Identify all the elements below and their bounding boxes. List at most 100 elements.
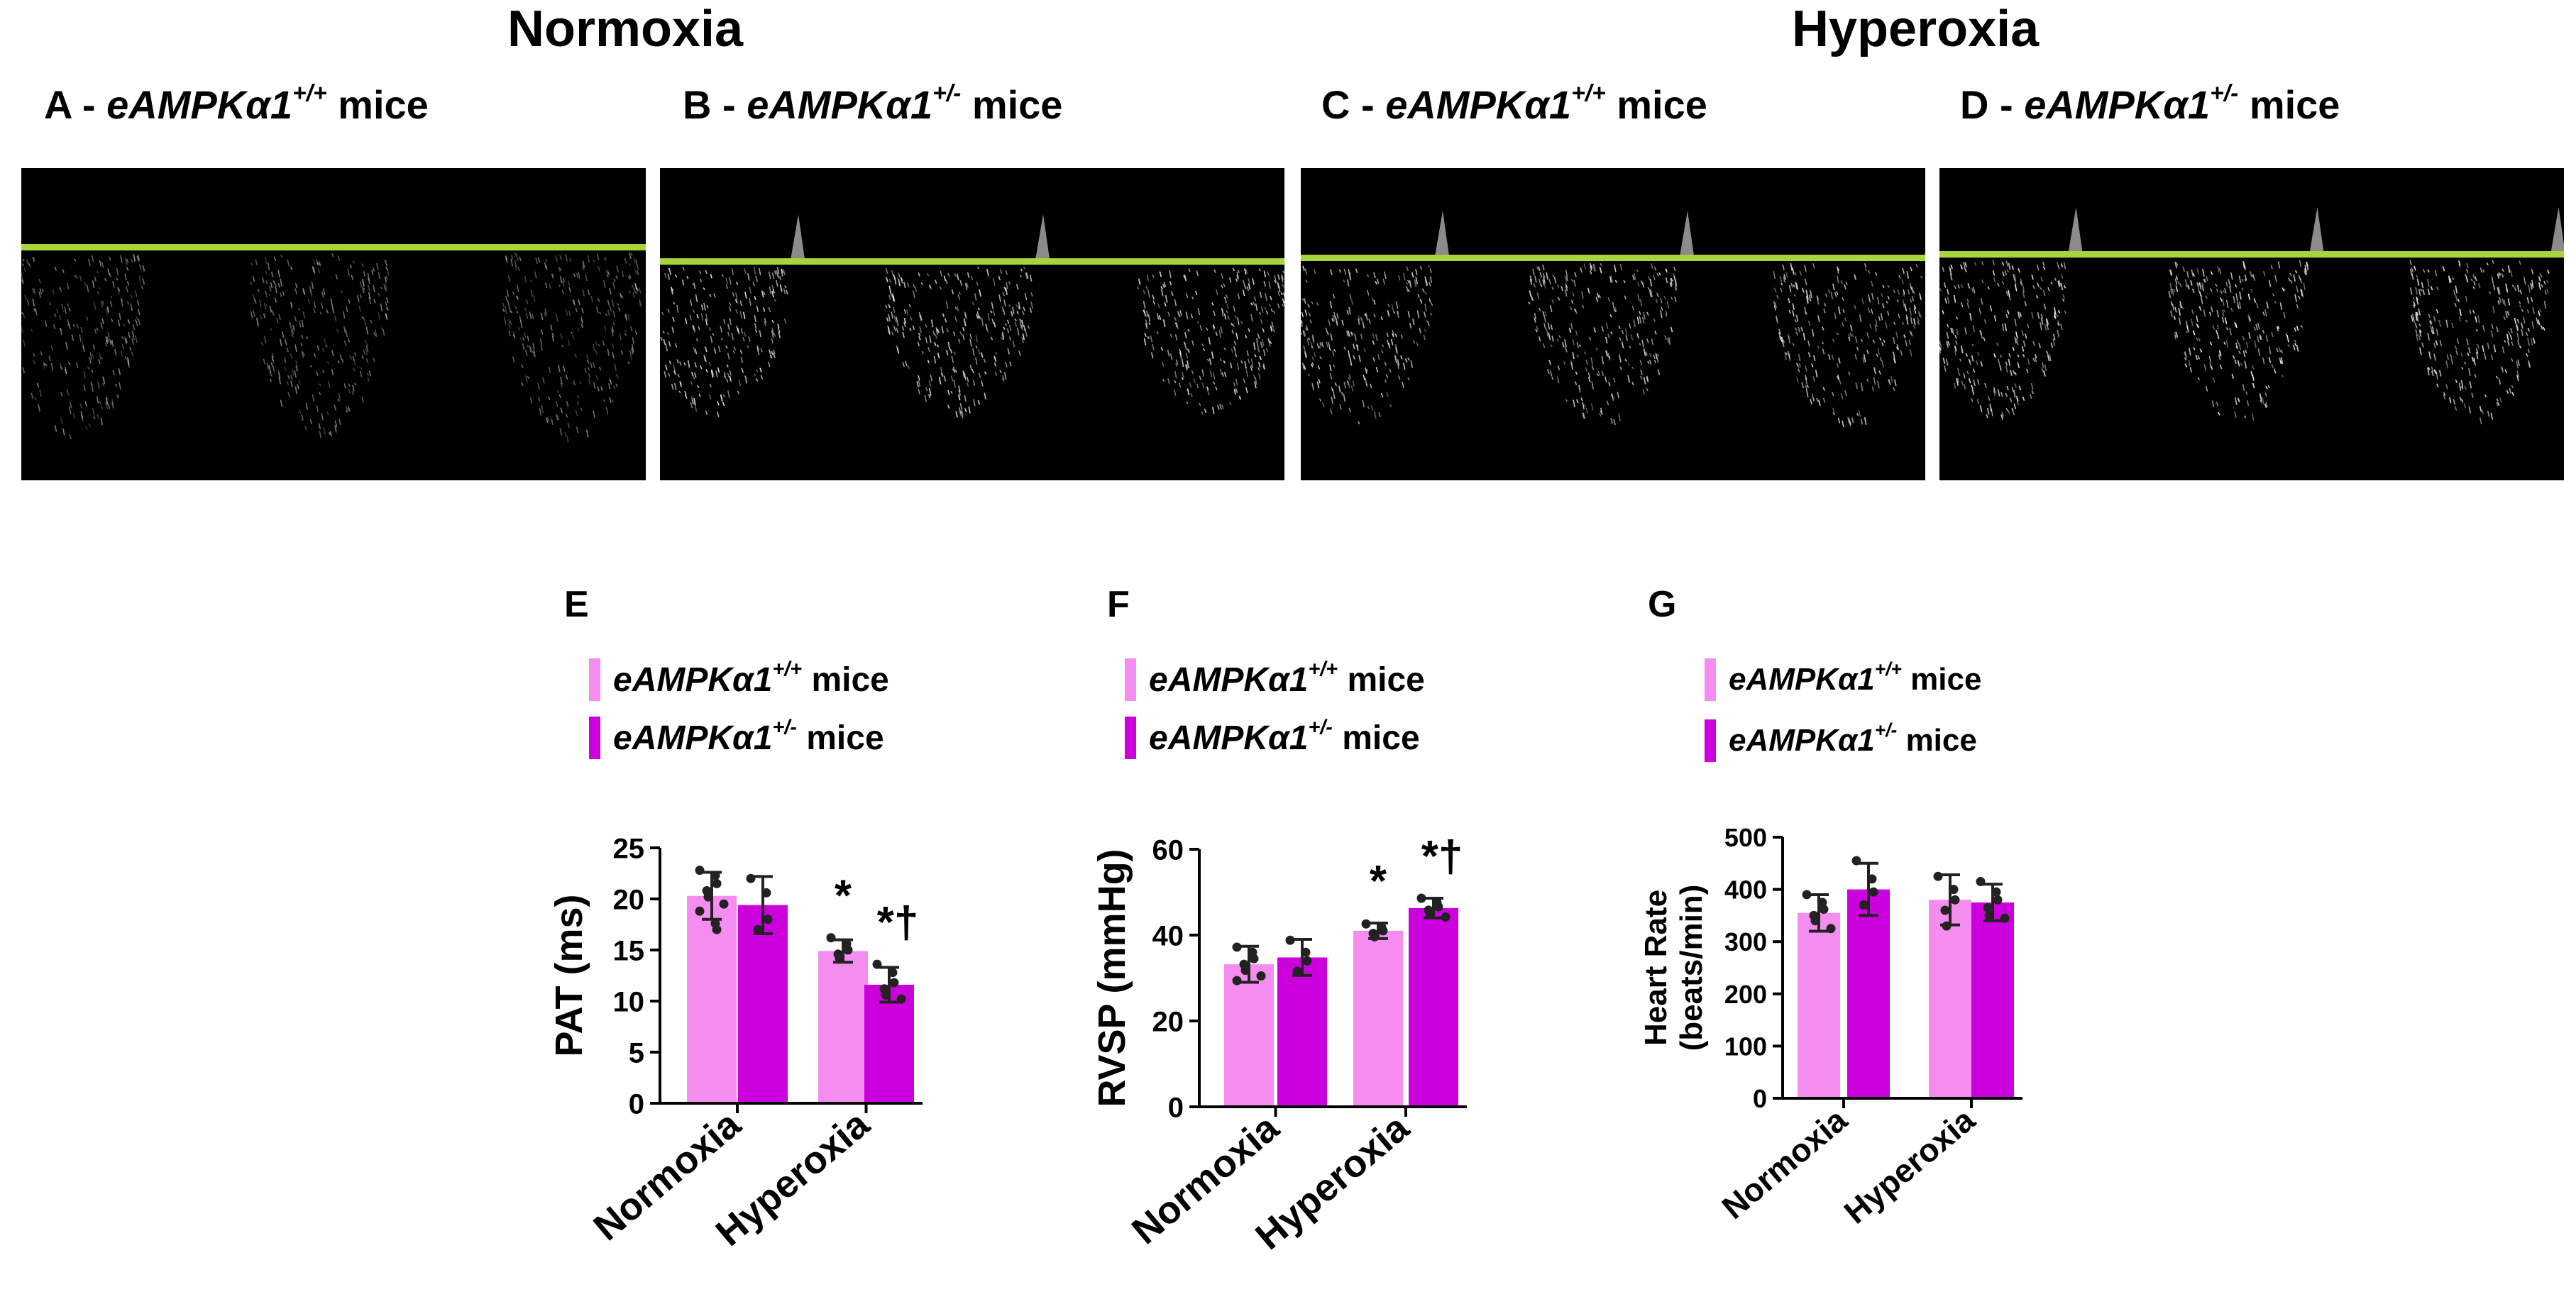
data-point	[1826, 924, 1836, 934]
data-point	[843, 945, 853, 955]
doppler-image-a	[21, 168, 646, 480]
bar-normoxia-wt	[1798, 912, 1840, 1098]
y-axis-label: PAT (ms)	[548, 895, 590, 1057]
legend-item-wt: eAMPKα1+/+ mice	[1705, 658, 1981, 701]
legend-swatch-wt	[1125, 658, 1136, 701]
panel-c-title: C - eAMPKα1+/+ mice	[1321, 79, 1707, 127]
y-tick-label: 20	[613, 884, 645, 915]
data-point	[1249, 954, 1259, 963]
panel-d-title: D - eAMPKα1+/- mice	[1960, 79, 2340, 127]
data-point	[1949, 885, 1959, 895]
legend-swatch-het	[1705, 719, 1716, 762]
doppler-baseline	[21, 244, 646, 250]
data-point	[1361, 919, 1371, 929]
data-point	[835, 954, 844, 963]
panel-a-title: A - eAMPKα1+/+ mice	[44, 79, 429, 127]
doppler-waveform	[1939, 207, 2084, 420]
data-point	[1810, 916, 1820, 926]
data-point	[719, 899, 729, 909]
y-tick-label: 10	[613, 986, 645, 1017]
data-point	[695, 906, 705, 916]
data-point	[746, 873, 756, 883]
legend-e: eAMPKα1+/+ mice eAMPKα1+/- mice	[589, 658, 889, 759]
doppler-peak	[1035, 214, 1050, 264]
doppler-image-b	[660, 168, 1284, 480]
bar-hyperoxia-wt	[818, 951, 868, 1103]
data-point	[1416, 893, 1426, 903]
data-point	[1868, 887, 1878, 897]
data-point	[1942, 921, 1952, 931]
bar-normoxia-het	[1847, 889, 1890, 1098]
data-point	[1232, 976, 1242, 985]
doppler-baseline	[660, 258, 1284, 265]
data-point	[1859, 900, 1868, 910]
legend-swatch-het	[1125, 717, 1136, 759]
doppler-waveform	[885, 214, 1050, 419]
hyperoxia-title: Hyperoxia	[1792, 1, 2040, 57]
data-point	[1370, 932, 1380, 941]
legend-item-het: eAMPKα1+/- mice	[1125, 717, 1425, 759]
panel-e-label: E	[564, 584, 589, 625]
doppler-peak	[1679, 211, 1695, 260]
data-point	[1802, 890, 1812, 900]
data-point	[881, 990, 891, 1000]
data-point	[1976, 877, 1986, 887]
bar-hyperoxia-het	[1409, 907, 1458, 1107]
significance-marker: *†	[1421, 832, 1463, 881]
data-point	[1240, 966, 1250, 976]
legend-swatch-wt	[1705, 658, 1716, 701]
y-tick-label: 0	[1753, 1084, 1767, 1113]
legend-item-wt: eAMPKα1+/+ mice	[1125, 658, 1425, 701]
bar-normoxia-het	[1277, 957, 1327, 1107]
doppler-waveform	[1301, 211, 1450, 425]
doppler-peak	[2550, 207, 2564, 257]
data-point	[889, 978, 899, 988]
data-point	[712, 924, 722, 934]
data-point	[1867, 874, 1877, 884]
panel-b-title: B - eAMPKα1+/- mice	[683, 79, 1063, 127]
doppler-peak	[2067, 207, 2084, 257]
data-point	[1950, 895, 1960, 905]
data-point	[695, 866, 705, 876]
data-point	[1378, 926, 1388, 936]
data-point	[763, 915, 773, 924]
bar-hyperoxia-wt	[1929, 900, 1971, 1098]
bar-normoxia-wt	[687, 895, 737, 1103]
doppler-waveform	[1136, 267, 1284, 415]
doppler-waveform	[2168, 207, 2325, 421]
y-tick-label: 300	[1724, 927, 1767, 956]
data-point	[1433, 902, 1443, 912]
panel-g-label: G	[1648, 584, 1677, 625]
data-point	[712, 878, 722, 888]
doppler-image-d	[1939, 168, 2564, 480]
bar-normoxia-het	[738, 905, 788, 1103]
doppler-waveform	[502, 252, 642, 443]
y-tick-label: 5	[629, 1037, 644, 1068]
data-point	[888, 968, 898, 978]
data-point	[1302, 956, 1312, 966]
data-point	[1984, 910, 1994, 920]
y-tick-label: 0	[629, 1088, 644, 1120]
y-axis-label: (beats/min)	[1674, 885, 1709, 1051]
y-tick-label: 20	[1152, 1006, 1184, 1037]
panel-f-label: F	[1107, 584, 1130, 625]
data-point	[2000, 913, 2010, 923]
y-tick-label: 200	[1724, 980, 1767, 1009]
legend-item-het: eAMPKα1+/- mice	[1705, 719, 1981, 762]
doppler-baseline	[1939, 251, 2564, 258]
data-point	[1256, 971, 1266, 981]
data-point	[703, 892, 713, 902]
data-point	[1993, 895, 2003, 905]
data-point	[1940, 905, 1950, 915]
data-point	[1232, 942, 1242, 952]
y-axis-label: RVSP (mmHg)	[1091, 849, 1133, 1107]
data-point	[710, 871, 720, 880]
y-axis-label: Heart Rate	[1639, 890, 1673, 1046]
y-tick-label: 100	[1724, 1032, 1767, 1061]
doppler-image-c	[1301, 168, 1925, 480]
doppler-peak	[2308, 207, 2325, 257]
doppler-baseline	[1301, 255, 1925, 261]
significance-marker: *†	[877, 898, 919, 947]
y-tick-label: 500	[1724, 823, 1767, 852]
